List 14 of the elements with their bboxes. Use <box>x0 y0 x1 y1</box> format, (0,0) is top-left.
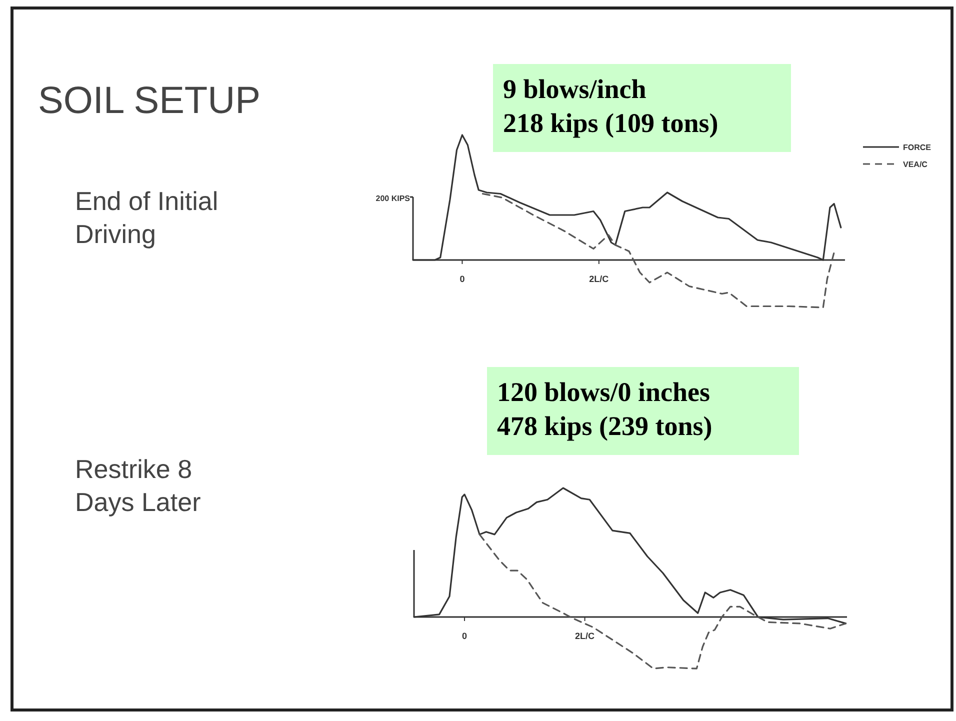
x-tick-label: 0 <box>462 631 468 641</box>
x-tick-label: 2L/C <box>575 631 596 641</box>
legend-label: FORCE <box>903 143 932 152</box>
text: 478 kips (239 tons) <box>497 411 712 441</box>
text: 9 blows/inch <box>503 74 646 104</box>
x-tick-label: 2L/C <box>589 274 610 284</box>
text: 200 KIPS <box>376 194 411 203</box>
text: Restrike 8 Days Later <box>75 454 202 517</box>
annotation: 218 kips (109 tons) <box>503 108 718 138</box>
text: 120 blows/0 inches <box>497 377 710 407</box>
text: End of Initial Driving <box>75 186 218 249</box>
chart-title: SOIL SETUP <box>38 80 260 122</box>
legend-label: VEA/C <box>903 160 928 169</box>
x-tick-label: 0 <box>460 274 465 284</box>
